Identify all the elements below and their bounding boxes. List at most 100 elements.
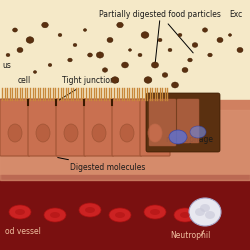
Point: [82, 98, 86, 102]
Ellipse shape: [64, 124, 78, 142]
Point: [34, 86, 36, 90]
Point: [160, 86, 164, 90]
Ellipse shape: [109, 208, 131, 222]
Point: [90, 98, 92, 102]
Point: [38, 98, 42, 102]
Point: [6, 98, 8, 102]
Ellipse shape: [182, 68, 188, 72]
Ellipse shape: [200, 204, 210, 212]
Point: [97, 98, 100, 102]
Point: [54, 104, 58, 106]
Point: [153, 86, 156, 90]
Ellipse shape: [48, 64, 52, 66]
Point: [120, 98, 123, 102]
Point: [51, 98, 54, 102]
Ellipse shape: [42, 22, 48, 28]
Ellipse shape: [26, 37, 34, 43]
Point: [90, 86, 92, 90]
Point: [110, 104, 114, 106]
Ellipse shape: [168, 48, 172, 52]
Ellipse shape: [144, 205, 166, 219]
Point: [20, 86, 24, 90]
Ellipse shape: [169, 130, 187, 144]
Point: [118, 86, 120, 90]
Point: [82, 86, 84, 90]
Point: [36, 86, 39, 90]
Point: [74, 86, 77, 90]
Point: [13, 98, 16, 102]
Point: [48, 86, 51, 90]
Text: Digested molecules: Digested molecules: [58, 158, 146, 172]
Point: [16, 98, 18, 102]
Ellipse shape: [172, 82, 178, 88]
Text: us: us: [2, 60, 11, 70]
Point: [8, 98, 11, 102]
FancyBboxPatch shape: [0, 99, 30, 156]
Point: [16, 86, 18, 90]
Ellipse shape: [180, 212, 190, 218]
Ellipse shape: [188, 58, 192, 62]
Point: [28, 86, 32, 90]
Point: [122, 98, 126, 102]
Ellipse shape: [9, 205, 31, 219]
Point: [69, 98, 72, 102]
Ellipse shape: [178, 33, 182, 37]
Ellipse shape: [122, 62, 128, 68]
Ellipse shape: [8, 124, 22, 142]
FancyBboxPatch shape: [146, 93, 220, 152]
Ellipse shape: [115, 212, 125, 218]
Ellipse shape: [44, 208, 66, 222]
Point: [100, 98, 102, 102]
Point: [76, 98, 80, 102]
Point: [76, 86, 80, 90]
Point: [130, 86, 133, 90]
Ellipse shape: [83, 28, 87, 32]
Ellipse shape: [174, 208, 196, 222]
Text: Exc: Exc: [229, 10, 242, 19]
Point: [138, 86, 140, 90]
Ellipse shape: [17, 48, 23, 52]
Ellipse shape: [202, 28, 207, 32]
Point: [128, 98, 130, 102]
Bar: [0, 0, 250, 120]
Point: [41, 98, 44, 102]
Ellipse shape: [208, 53, 212, 57]
Point: [62, 86, 64, 90]
Ellipse shape: [96, 52, 104, 58]
Point: [44, 98, 46, 102]
Point: [82, 98, 84, 102]
Point: [110, 86, 112, 90]
Point: [72, 86, 74, 90]
Point: [51, 86, 54, 90]
Point: [125, 86, 128, 90]
Point: [3, 98, 6, 102]
Point: [84, 98, 87, 102]
Point: [92, 98, 95, 102]
Point: [56, 86, 59, 90]
Ellipse shape: [141, 32, 149, 38]
Bar: [0, 110, 250, 180]
Point: [82, 104, 86, 106]
Ellipse shape: [73, 44, 77, 46]
Point: [146, 98, 148, 102]
Point: [20, 98, 24, 102]
Point: [94, 86, 98, 90]
Point: [38, 86, 42, 90]
Point: [143, 98, 146, 102]
Ellipse shape: [33, 70, 37, 74]
Point: [107, 98, 110, 102]
Ellipse shape: [190, 126, 206, 138]
Point: [41, 86, 44, 90]
Point: [66, 98, 70, 102]
Point: [74, 98, 77, 102]
Point: [34, 98, 36, 102]
Point: [163, 98, 166, 102]
Point: [132, 98, 136, 102]
Point: [3, 86, 6, 90]
Ellipse shape: [150, 209, 160, 215]
Ellipse shape: [88, 53, 92, 57]
Ellipse shape: [117, 22, 123, 28]
Ellipse shape: [237, 48, 243, 52]
Point: [10, 86, 14, 90]
Point: [79, 86, 82, 90]
